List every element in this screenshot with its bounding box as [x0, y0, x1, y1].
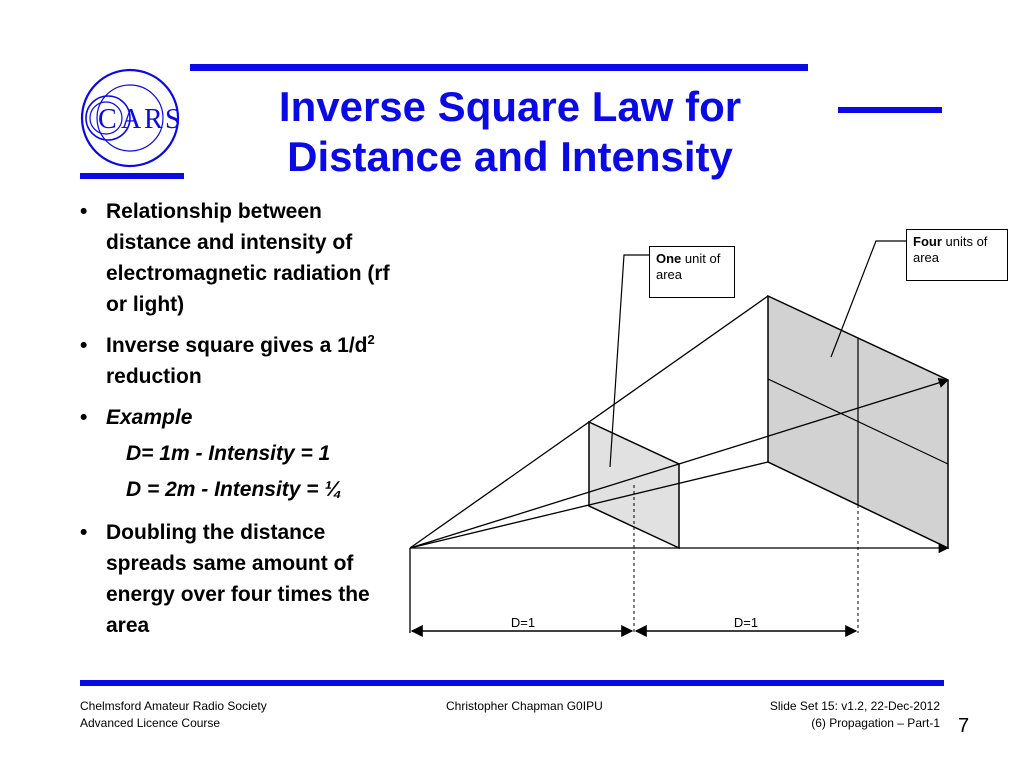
bullet-text-suffix: reduction	[106, 365, 202, 388]
slide-title: Inverse Square Law for Distance and Inte…	[200, 82, 820, 182]
footer-right: Slide Set 15: v1.2, 22-Dec-2012 (6) Prop…	[640, 698, 940, 732]
bullet-superscript: 2	[367, 332, 375, 347]
bullet-text: Inverse square gives a 1/d	[106, 334, 368, 357]
bullet-list: • Relationship between distance and inte…	[80, 196, 400, 651]
bullet-text: Doubling the distance spreads same amoun…	[106, 521, 370, 637]
example-line-1: D= 1m - Intensity = 1	[126, 442, 331, 465]
footer-course: Advanced Licence Course	[80, 716, 221, 730]
footer-slide-set: Slide Set 15: v1.2, 22-Dec-2012	[769, 699, 940, 713]
callout-one-unit: One unit of area	[649, 246, 735, 298]
bullet-text: Example	[106, 406, 193, 429]
ray-middle	[409, 377, 949, 549]
bullet-item: • Example	[80, 402, 400, 433]
bullet-item: • Doubling the distance spreads same amo…	[80, 517, 400, 641]
footer-left: Chelmsford Amateur Radio Society Advance…	[80, 698, 380, 732]
top-rule	[190, 64, 808, 71]
footer-section: (6) Propagation – Part-1	[811, 716, 940, 730]
logo-letter-c: C	[98, 104, 117, 135]
callout-leader-one	[609, 254, 649, 468]
dimension-label-1: D=1	[511, 615, 535, 630]
bullet-dot-icon: •	[80, 406, 88, 429]
bullet-dot-icon: •	[80, 334, 88, 357]
callout-four-text: units of area	[913, 234, 988, 265]
bullet-item: • Inverse square gives a 1/d2 reduction	[80, 330, 400, 392]
ray-top	[409, 295, 769, 549]
footer-author: Christopher Chapman G0IPU	[446, 699, 603, 713]
logo-letter-r: R	[144, 104, 163, 135]
ray-lower	[409, 461, 769, 549]
callout-one-bold: One	[656, 251, 682, 266]
bullet-item: • Relationship between distance and inte…	[80, 196, 400, 320]
bullet-dot-icon: •	[80, 521, 88, 544]
example-line-2: D = 2m - Intensity = ¼	[126, 478, 342, 501]
logo-letter-s: S	[165, 104, 181, 135]
footer-rule	[80, 680, 944, 686]
callout-leader-four	[830, 240, 906, 358]
right-rule	[838, 107, 942, 113]
footer-society: Chelmsford Amateur Radio Society	[80, 699, 267, 713]
cars-logo: C A R S	[80, 68, 181, 168]
logo-rule	[80, 173, 184, 179]
dimension-label-2: D=1	[734, 615, 758, 630]
page-number: 7	[958, 715, 970, 737]
large-panel-horizontal-divider	[767, 378, 949, 465]
callout-four-units: Four units of area	[906, 229, 1008, 281]
title-line-2: Distance and Intensity	[287, 133, 733, 180]
callout-four-bold: Four	[913, 234, 942, 249]
title-line-1: Inverse Square Law for	[278, 83, 742, 130]
bullet-text: Relationship between distance and intens…	[106, 200, 390, 316]
callout-one-text: unit of area	[656, 251, 721, 282]
bullet-dot-icon: •	[80, 200, 88, 223]
logo-letter-a: A	[121, 104, 142, 135]
